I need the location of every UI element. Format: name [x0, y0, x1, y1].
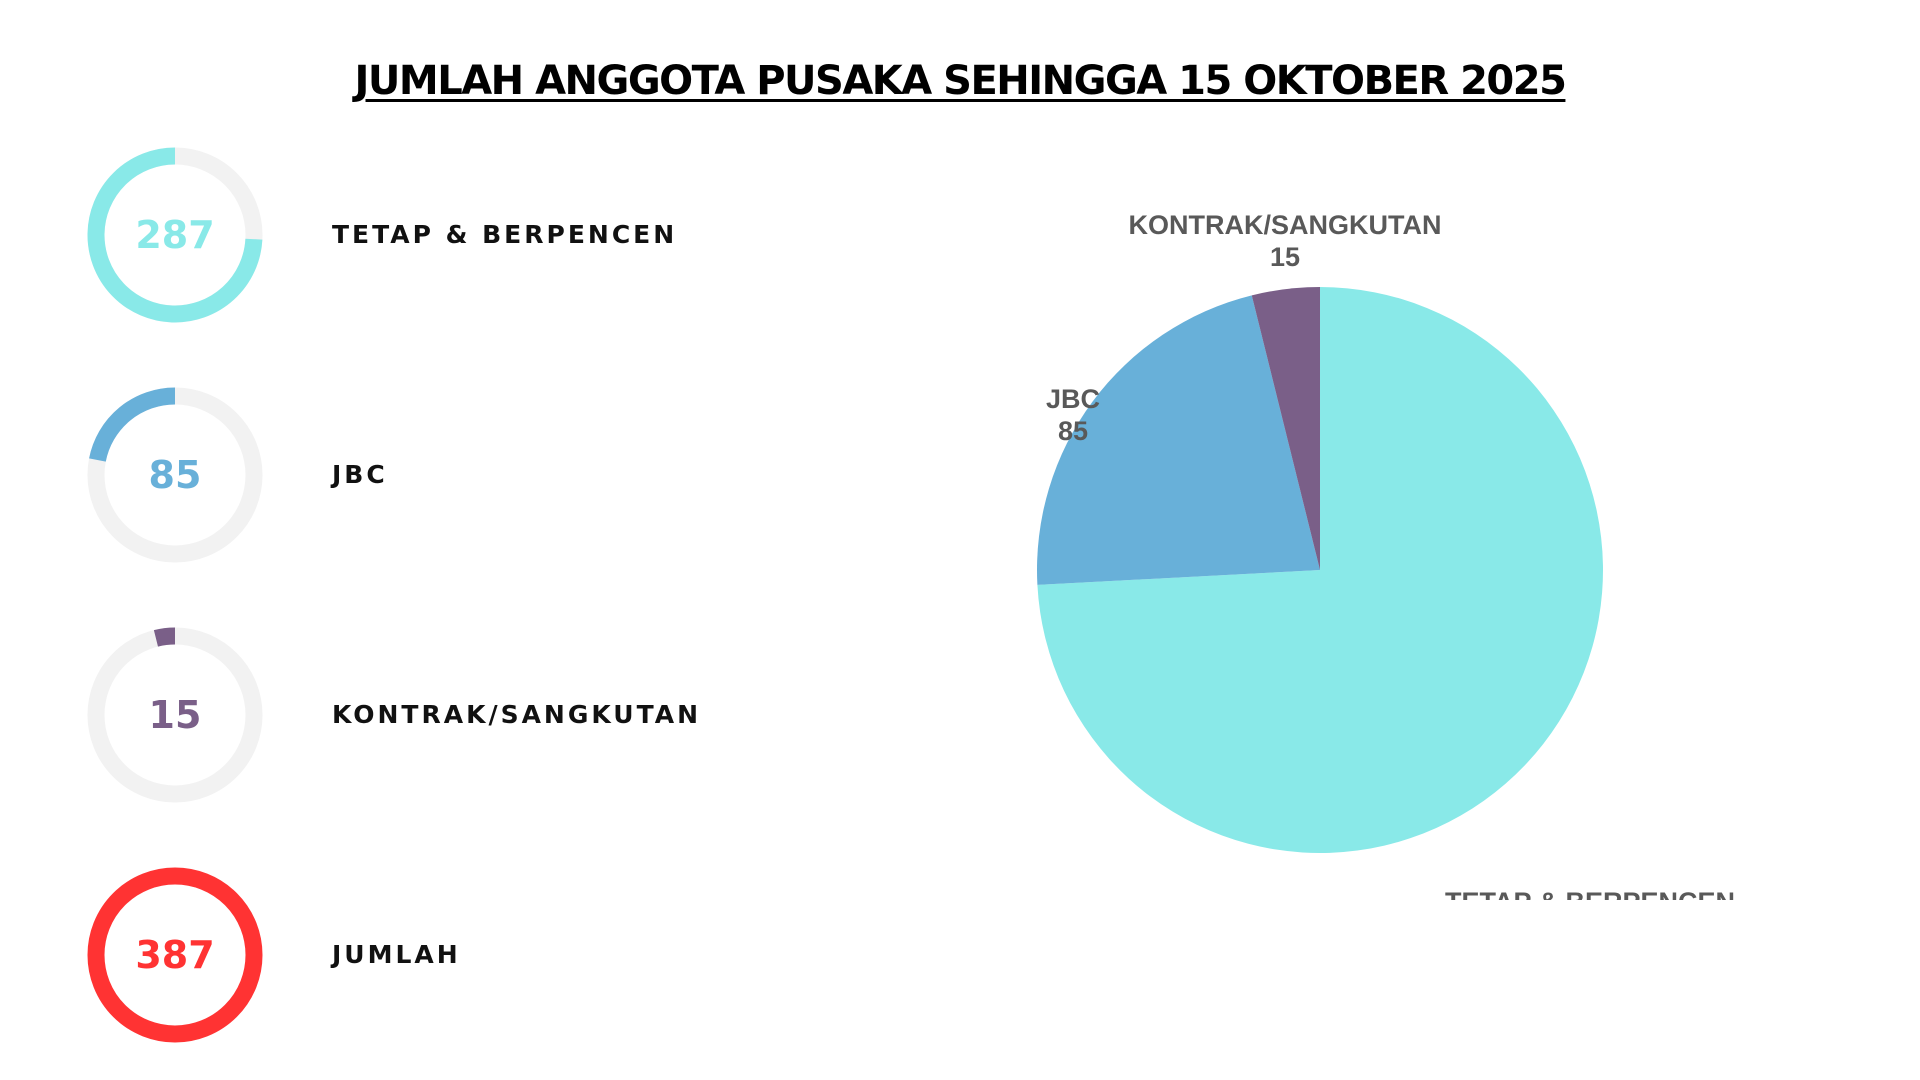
stat-row-jumlah: 387 JUMLAH [80, 860, 800, 1050]
ring-graphic [87, 627, 263, 803]
page-title: JUMLAH ANGGOTA PUSAKA SEHINGGA 15 OKTOBE… [354, 58, 1567, 104]
stat-label: KONTRAK/SANGKUTAN [332, 700, 701, 729]
ring-graphic [87, 147, 263, 323]
stat-label: JUMLAH [332, 940, 461, 969]
stat-value: 387 [135, 933, 215, 977]
stat-value: 15 [148, 693, 202, 737]
progress-ring: 85 [80, 380, 270, 570]
progress-ring: 15 [80, 620, 270, 810]
ring-arc [153, 627, 176, 647]
stat-value: 85 [148, 453, 202, 497]
stat-label: TETAP & BERPENCEN [332, 220, 678, 249]
pie-slices [1037, 287, 1603, 853]
slice-kontrak [1251, 287, 1320, 570]
ring-graphic [87, 387, 263, 563]
progress-ring: 287 [80, 140, 270, 330]
pie-category-label: TETAP & BERPENCEN [1445, 887, 1735, 900]
stat-label: JBC [332, 460, 388, 489]
pie-category-label: KONTRAK/SANGKUTAN [1129, 210, 1442, 240]
stat-value: 287 [135, 213, 215, 257]
pie-labels: TETAP & BERPENCEN287JBC85KONTRAK/SANGKUT… [1046, 210, 1735, 900]
pie-category-label: JBC [1046, 384, 1100, 414]
pie-value-label: 85 [1058, 416, 1088, 446]
stat-row-tetap: 287 TETAP & BERPENCEN [80, 140, 800, 330]
ring-graphic [87, 867, 263, 1043]
pie-value-label: 15 [1270, 242, 1300, 272]
slice-tetap [1037, 287, 1603, 853]
stat-row-kontrak: 15 KONTRAK/SANGKUTAN [80, 620, 800, 810]
stat-row-jbc: 85 JBC [80, 380, 800, 570]
ring-arc [87, 147, 263, 323]
progress-ring: 387 [80, 860, 270, 1050]
pie-chart: TETAP & BERPENCEN287JBC85KONTRAK/SANGKUT… [1037, 210, 1735, 900]
slice-jbc [1037, 295, 1320, 585]
ring-arc [89, 387, 176, 462]
ring-arc [87, 867, 263, 1043]
